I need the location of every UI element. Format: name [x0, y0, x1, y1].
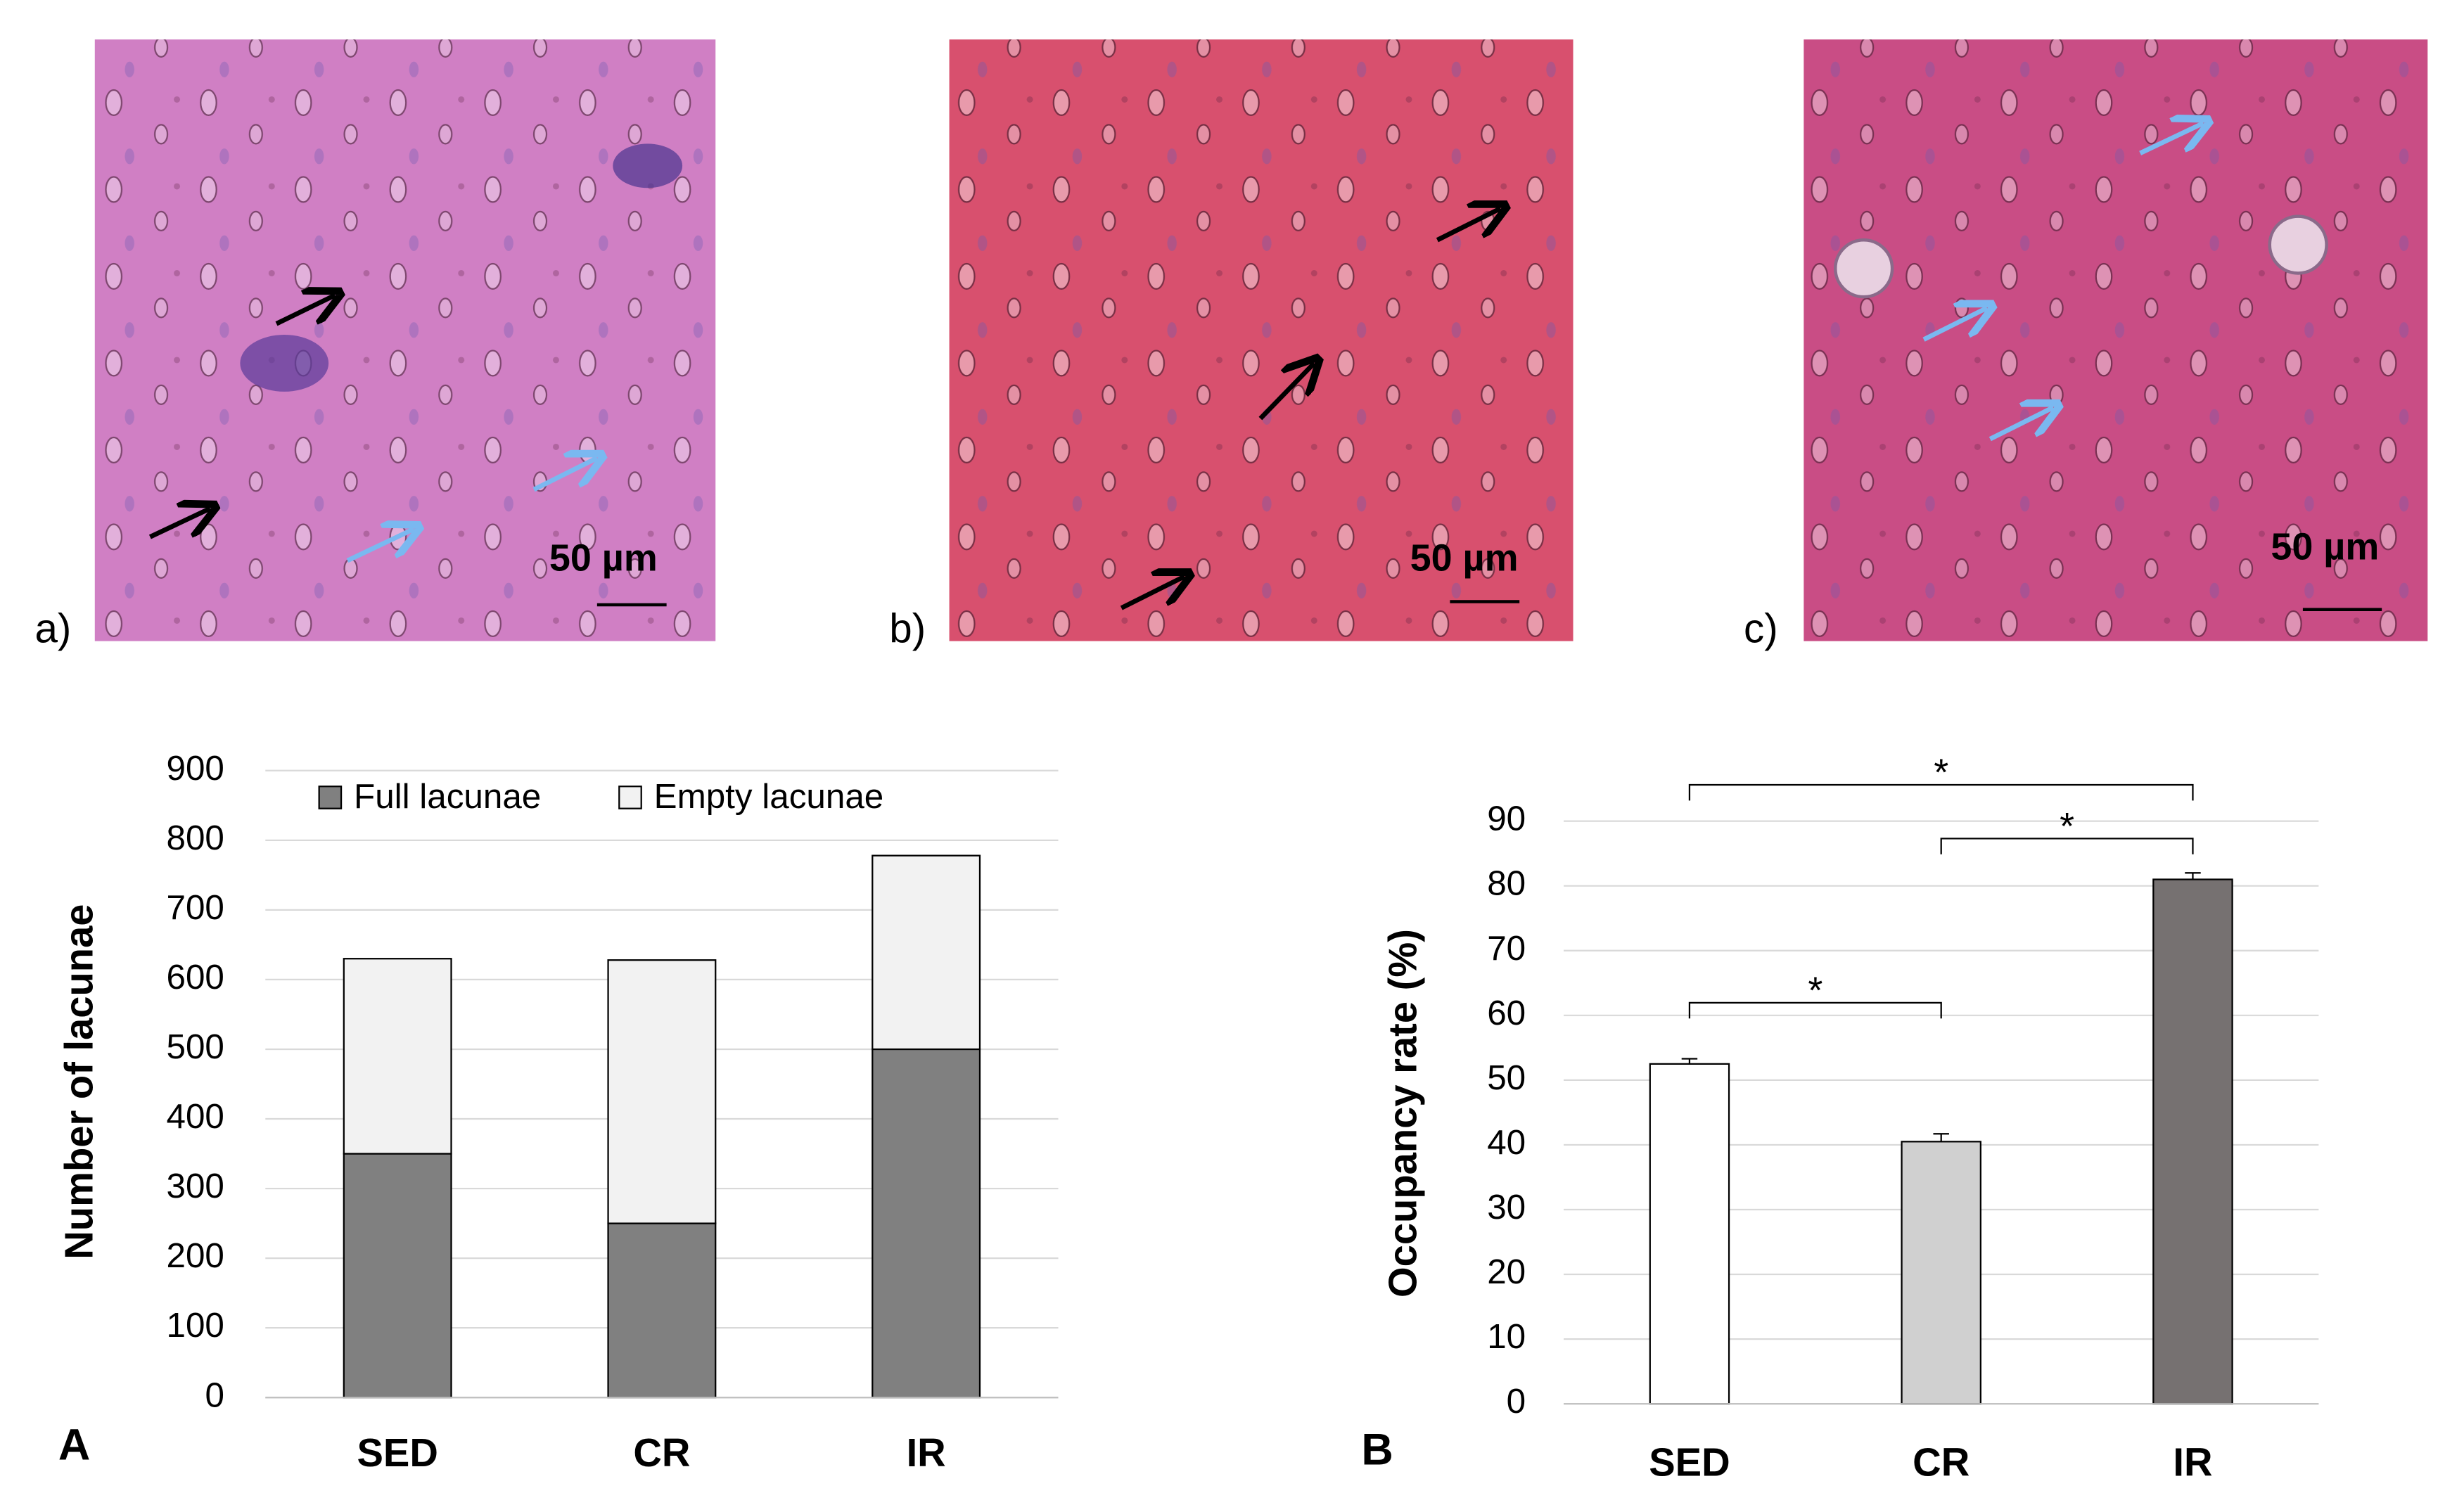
legend-label: Full lacunae	[354, 777, 541, 816]
bar-segment	[343, 958, 452, 1155]
bar-segment	[607, 1222, 717, 1399]
y-tick-label: 90	[1487, 800, 1526, 838]
y-tick-label: 60	[1487, 994, 1526, 1032]
error-bar	[1681, 1058, 1698, 1064]
x-tick-label: SED	[357, 1430, 438, 1475]
y-axis-label: Number of lacunae	[57, 904, 101, 1259]
x-tick-label: IR	[2173, 1440, 2212, 1485]
bar-segment	[872, 854, 981, 1051]
y-tick-label: 300	[167, 1167, 224, 1205]
y-tick-label: 900	[167, 749, 224, 788]
bar-segment	[607, 959, 717, 1224]
micrograph-c	[1804, 39, 2428, 641]
y-tick-label: 700	[167, 888, 224, 927]
y-tick-label: 200	[167, 1236, 224, 1275]
bar	[1901, 1141, 1981, 1405]
panel-label: b)	[889, 606, 926, 652]
y-tick-label: 70	[1487, 929, 1526, 968]
y-tick-label: 100	[167, 1306, 224, 1345]
y-tick-label: 40	[1487, 1123, 1526, 1162]
significance-label: *	[1808, 970, 1823, 1012]
panel-label: a)	[34, 606, 71, 652]
y-tick-label: 10	[1487, 1317, 1526, 1356]
y-tick-label: 50	[1487, 1058, 1526, 1097]
significance-bracket	[1688, 1001, 1942, 1019]
x-tick-label: CR	[1913, 1440, 1970, 1485]
panel-label: B	[1361, 1425, 1393, 1474]
y-tick-label: 30	[1487, 1188, 1526, 1226]
y-tick-label: 800	[167, 819, 224, 857]
bar-segment	[343, 1153, 452, 1399]
panel-label: c)	[1744, 606, 1778, 652]
y-tick-label: 500	[167, 1027, 224, 1066]
y-tick-label: 0	[205, 1376, 224, 1414]
y-tick-label: 0	[1507, 1382, 1526, 1421]
bar-segment	[872, 1048, 981, 1399]
y-tick-label: 20	[1487, 1252, 1526, 1291]
x-tick-label: IR	[907, 1430, 946, 1475]
panel-label: A	[58, 1421, 90, 1470]
significance-bracket	[1940, 838, 2194, 854]
bar	[2152, 878, 2233, 1405]
micrograph-labels: a) b) c) 50 µm 50 µm 50 µm	[34, 526, 2379, 652]
scale-bar-label: 50 µm	[549, 537, 658, 579]
legend-swatch	[618, 786, 642, 809]
y-tick-label: 600	[167, 958, 224, 997]
legend-label: Empty lacunae	[654, 777, 884, 816]
scale-bar-label: 50 µm	[2271, 526, 2379, 568]
legend-swatch	[318, 786, 343, 809]
scale-bar-label: 50 µm	[1410, 537, 1519, 579]
bar	[1649, 1063, 1730, 1405]
micrograph-a	[94, 39, 716, 641]
error-bar	[2185, 872, 2201, 880]
significance-label: *	[1934, 752, 1948, 794]
significance-bracket	[1688, 783, 2194, 801]
micrograph-b	[949, 39, 1573, 641]
x-tick-label: CR	[633, 1430, 690, 1475]
y-tick-label: 400	[167, 1097, 224, 1136]
significance-label: *	[2060, 805, 2074, 847]
y-axis-label: Occupancy rate (%)	[1380, 929, 1424, 1298]
x-tick-label: SED	[1649, 1440, 1730, 1485]
error-bar	[1933, 1133, 1949, 1142]
y-tick-label: 80	[1487, 864, 1526, 903]
